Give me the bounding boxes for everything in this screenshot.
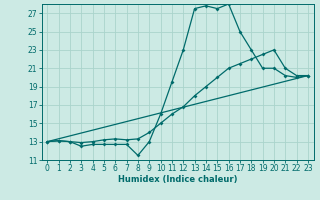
X-axis label: Humidex (Indice chaleur): Humidex (Indice chaleur) — [118, 175, 237, 184]
